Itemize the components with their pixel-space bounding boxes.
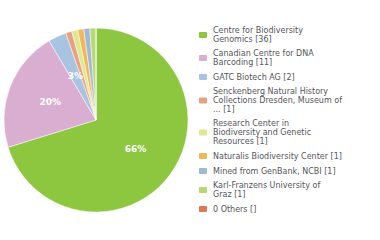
svg-text:Senckenberg Natural History: Senckenberg Natural History (213, 87, 328, 96)
svg-text:Canadian Centre for DNA: Canadian Centre for DNA (213, 49, 314, 58)
svg-text:20%: 20% (40, 97, 62, 107)
svg-text:Research Center in: Research Center in (213, 119, 289, 128)
svg-text:Centre for Biodiversity: Centre for Biodiversity (213, 26, 303, 35)
svg-text:Mined from GenBank, NCBI [1]: Mined from GenBank, NCBI [1] (213, 167, 336, 176)
svg-text:Graz [1]: Graz [1] (213, 190, 245, 199)
svg-text:... [1]: ... [1] (213, 105, 235, 114)
svg-text:Naturalis Biodiversity Center: Naturalis Biodiversity Center [1] (213, 152, 342, 161)
svg-text:Karl-Franzens University of: Karl-Franzens University of (213, 181, 320, 190)
svg-text:Biodiversity and Genetic: Biodiversity and Genetic (213, 128, 311, 137)
svg-text:3%: 3% (68, 71, 83, 81)
svg-text:Resources [1]: Resources [1] (213, 137, 268, 146)
svg-text:66%: 66% (125, 144, 147, 154)
svg-text:GATC Biotech AG [2]: GATC Biotech AG [2] (213, 73, 295, 82)
svg-text:Barcoding [11]: Barcoding [11] (213, 58, 272, 67)
svg-text:Collections Dresden, Museum of: Collections Dresden, Museum of (213, 96, 342, 105)
svg-text:0 Others []: 0 Others [] (213, 205, 256, 214)
svg-text:Genomics [36]: Genomics [36] (213, 35, 272, 44)
